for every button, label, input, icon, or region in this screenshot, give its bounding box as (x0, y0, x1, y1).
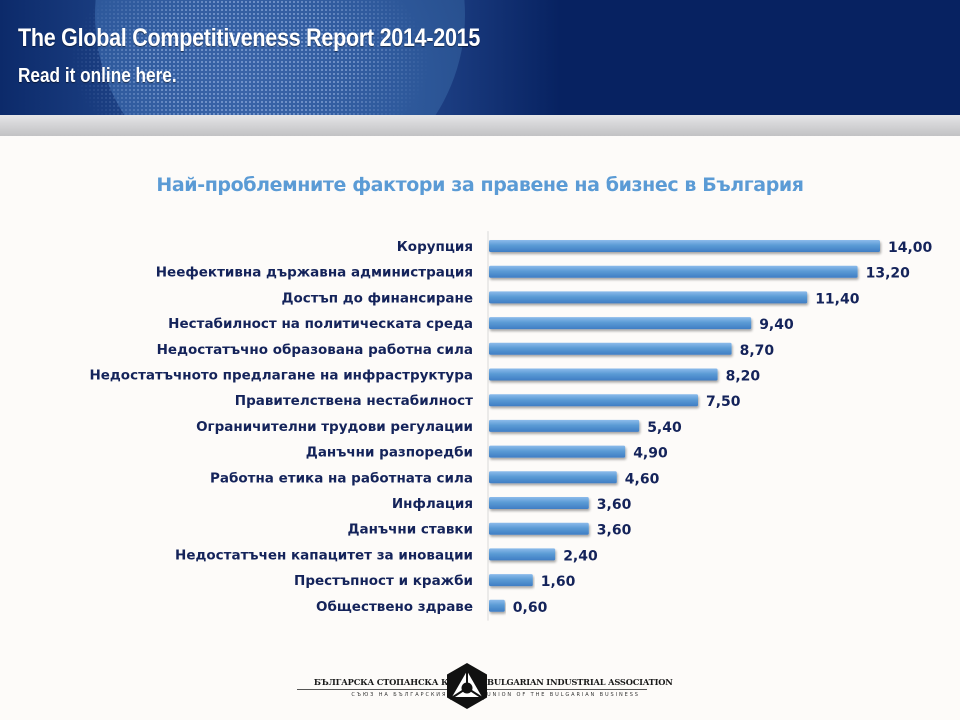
bar (489, 471, 617, 484)
category-label: Престъпност и кражби (294, 573, 473, 589)
category-label: Данъчни ставки (348, 522, 473, 538)
category-label: Корупция (397, 239, 473, 255)
org-bg-name: БЪЛГАРСКА СТОПАНСКА КАМАРА (297, 677, 483, 690)
bar (489, 419, 640, 432)
bar (489, 522, 589, 535)
bar (489, 574, 533, 587)
value-label: 13,20 (866, 266, 911, 282)
globe-graphic (95, 0, 465, 115)
category-label: Недостатъчен капацитет за иновации (175, 547, 473, 563)
bars-group: Корупция 14,00 Неефективна държавна админи… (89, 239, 932, 616)
value-label: 8,20 (726, 369, 761, 385)
value-label: 1,60 (541, 574, 576, 590)
bar (489, 342, 732, 355)
value-label: 4,60 (625, 471, 660, 487)
category-label: Недостатъчно образована работна сила (157, 342, 473, 358)
banner-title: The Global Competitiveness Report 2014-2… (18, 24, 481, 52)
value-label: 5,40 (647, 420, 682, 436)
value-label: 3,60 (597, 523, 632, 539)
bar (489, 497, 589, 509)
value-label: 14,00 (888, 240, 933, 256)
bar (489, 291, 808, 304)
hexagon-triangle-logo-icon (447, 663, 487, 709)
bar (489, 368, 718, 381)
value-label: 4,90 (633, 446, 668, 462)
org-bg-subtitle: СЪЮЗ НА БЪЛГАРСКИЯ БИЗНЕС (351, 692, 483, 698)
value-label: 3,60 (597, 497, 632, 513)
value-label: 8,70 (740, 343, 775, 359)
footer-logo-area: БЪЛГАРСКА СТОПАНСКА КАМАРА СЪЮЗ НА БЪЛГА… (0, 660, 960, 710)
bar (489, 240, 880, 252)
org-en-subtitle: UNION OF THE BULGARIAN BUSINESS (487, 692, 640, 698)
org-en-name: BULGARIAN INDUSTRIAL ASSOCIATION (487, 677, 673, 690)
banner-divider-strip (0, 115, 960, 136)
category-label: Правителствена нестабилност (235, 393, 473, 409)
value-label: 7,50 (706, 394, 741, 410)
value-label: 0,60 (513, 600, 548, 616)
bar (489, 548, 556, 561)
bar (489, 265, 858, 278)
banner-globe-art (0, 0, 560, 115)
value-label: 9,40 (759, 317, 794, 333)
category-label: Данъчни разпоредби (306, 445, 473, 461)
category-label: Работна етика на работната сила (210, 470, 473, 486)
read-online-link[interactable]: Read it online here. (18, 65, 177, 87)
category-label: Недостатъчното предлагане на инфраструкт… (89, 368, 473, 384)
category-label: Ограничителни трудови регулации (196, 419, 473, 435)
category-label: Неефективна държавна администрация (156, 265, 473, 281)
org-bg-block: БЪЛГАРСКА СТОПАНСКА КАМАРА СЪЮЗ НА БЪЛГА… (297, 677, 483, 698)
world-map-dots (0, 0, 560, 115)
bar (489, 317, 752, 330)
org-en-block: BULGARIAN INDUSTRIAL ASSOCIATION UNION O… (487, 677, 673, 698)
category-label: Нестабилност на политическата среда (168, 316, 473, 332)
chart-title: Най-проблемните фактори за правене на би… (156, 174, 804, 196)
category-label: Обществено здраве (316, 599, 473, 615)
category-label: Достъп до финансиране (281, 290, 473, 306)
bar (489, 394, 698, 407)
report-banner[interactable]: The Global Competitiveness Report 2014-2… (0, 0, 960, 115)
bar (489, 445, 626, 458)
value-label: 11,40 (815, 291, 860, 307)
category-label: Инфлация (392, 496, 473, 512)
value-label: 2,40 (563, 548, 598, 564)
bar (489, 599, 505, 612)
